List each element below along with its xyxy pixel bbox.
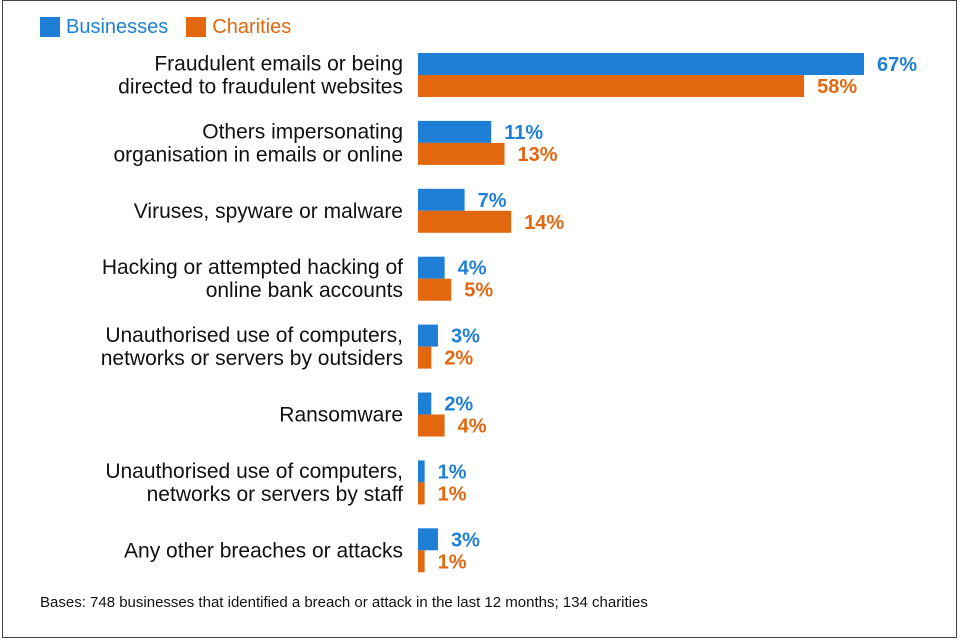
legend-swatch-businesses bbox=[40, 17, 60, 37]
bar-chart: Fraudulent emails or being directed to fr… bbox=[101, 53, 918, 574]
legend-label-businesses: Businesses bbox=[66, 15, 169, 38]
category-label: Others impersonating organisation in emai… bbox=[114, 120, 404, 166]
value-label-charities: 5% bbox=[464, 280, 493, 302]
bar-businesses bbox=[418, 392, 432, 415]
bar-businesses bbox=[418, 460, 425, 483]
legend: Businesses Charities bbox=[40, 14, 309, 40]
bar-businesses bbox=[418, 256, 445, 279]
value-label-charities: 2% bbox=[444, 348, 473, 370]
bar-charities bbox=[418, 346, 432, 369]
value-label-charities: 4% bbox=[458, 416, 487, 438]
value-label-charities: 14% bbox=[524, 212, 564, 234]
value-label-charities: 1% bbox=[438, 551, 467, 573]
value-label-businesses: 1% bbox=[438, 461, 467, 483]
value-label-businesses: 3% bbox=[451, 529, 480, 551]
category-label: Ransomware bbox=[279, 404, 403, 427]
category-label: Unauthorised use of computers, networks o… bbox=[101, 324, 403, 370]
category-label: Fraudulent emails or being directed to fr… bbox=[118, 53, 403, 99]
bar-charities bbox=[418, 550, 425, 573]
bar-businesses bbox=[418, 188, 465, 211]
bar-businesses bbox=[418, 324, 438, 347]
value-label-charities: 58% bbox=[817, 76, 857, 98]
bar-businesses bbox=[418, 120, 492, 143]
legend-item-businesses: Businesses bbox=[40, 16, 168, 39]
value-label-charities: 13% bbox=[518, 144, 558, 166]
value-label-businesses: 4% bbox=[458, 258, 487, 280]
category-label: Hacking or attempted hacking of online ba… bbox=[102, 256, 403, 302]
value-label-businesses: 3% bbox=[451, 326, 480, 348]
value-label-businesses: 7% bbox=[478, 190, 507, 212]
value-label-businesses: 11% bbox=[504, 122, 543, 144]
legend-swatch-charities bbox=[186, 17, 207, 37]
bar-charities bbox=[418, 210, 512, 233]
legend-item-charities: Charities bbox=[186, 16, 291, 39]
value-label-businesses: 2% bbox=[444, 394, 473, 416]
bar-businesses bbox=[418, 53, 864, 75]
value-label-charities: 1% bbox=[438, 483, 467, 505]
footnote: Bases: 748 businesses that identified a … bbox=[40, 594, 648, 611]
bar-businesses bbox=[418, 528, 438, 551]
category-label: Any other breaches or attacks bbox=[124, 539, 403, 562]
value-label-businesses: 67% bbox=[877, 54, 917, 76]
bar-charities bbox=[418, 414, 445, 437]
bar-charities bbox=[418, 142, 505, 165]
legend-label-charities: Charities bbox=[212, 15, 292, 38]
bar-charities bbox=[418, 482, 425, 505]
category-label: Viruses, spyware or malware bbox=[134, 200, 403, 223]
bar-charities bbox=[418, 278, 452, 301]
category-label: Unauthorised use of computers, networks o… bbox=[105, 460, 403, 506]
bar-charities bbox=[418, 75, 805, 97]
